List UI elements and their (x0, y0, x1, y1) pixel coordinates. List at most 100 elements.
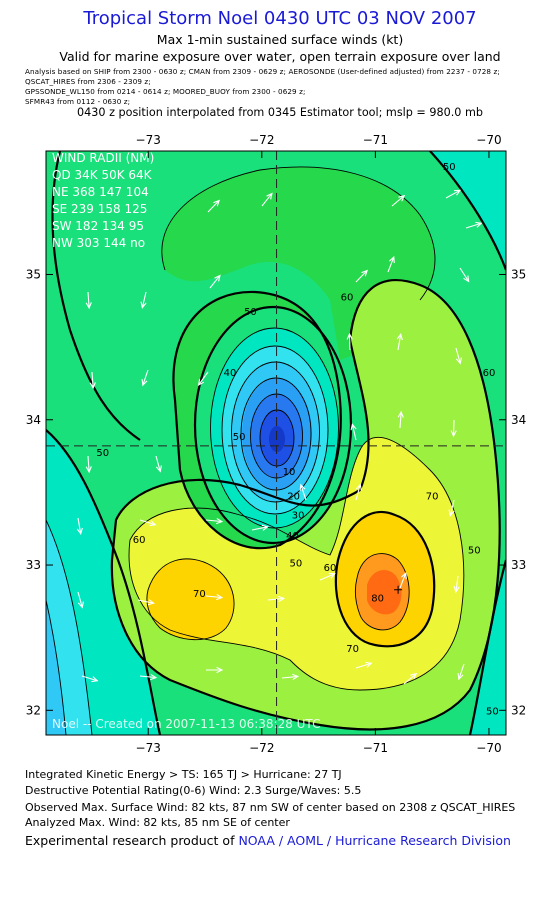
analyzed-max-wind-text: Analyzed Max. Wind: 82 kts, 85 nm SE of … (25, 816, 290, 829)
wind-vector-arrow (387, 255, 395, 273)
wind-vector-arrow (448, 499, 455, 517)
contour-label: 50 (233, 432, 246, 443)
wind-vector-arrow (403, 672, 418, 685)
position-note: 0430 z position interpolated from 0345 E… (77, 106, 483, 119)
wind-vector-arrow (350, 423, 357, 441)
y-tick-label-right: 32 (511, 703, 526, 717)
wind-vector-arrow (453, 575, 460, 594)
wind-vector-arrow (391, 194, 406, 207)
wind-vector-arrow (355, 269, 369, 283)
contour-label: 80 (371, 593, 384, 604)
source-line: GPSSONDE_WL150 from 0214 - 0614 z; MOORE… (25, 87, 306, 96)
contour-line (46, 429, 162, 735)
contour-line (46, 599, 67, 735)
product-org-link[interactable]: NOAA / AOML / Hurricane Research Divisio… (238, 833, 511, 848)
wind-vector-arrow (450, 419, 457, 438)
wind-vector-arrow (77, 591, 84, 609)
wind-vector-arrow (207, 199, 221, 213)
contour-label: 50 (468, 545, 481, 556)
contour-label: 40 (286, 531, 299, 542)
x-tick-label-bottom: −72 (249, 741, 274, 755)
x-tick-label-top: −73 (136, 133, 161, 147)
plot-frame (45, 150, 507, 736)
y-tick-label-left: 35 (26, 267, 41, 281)
creation-timestamp: Noel -- Created on 2007-11-13 06:38:28 U… (52, 717, 320, 731)
contour-label: 50 (443, 162, 456, 173)
x-tick-label-bottom: −73 (136, 741, 161, 755)
wind-vector-arrow (399, 571, 407, 589)
x-tick-label-bottom: −71 (363, 741, 388, 755)
product-prefix: Experimental research product of (25, 833, 239, 848)
wind-radii-row: SE 239 158 125 (52, 202, 147, 216)
wind-radii-title: WIND RADII (NM) (52, 151, 154, 165)
contour-line (161, 166, 436, 301)
contour-label: 60 (133, 535, 146, 546)
wind-vector-arrow (139, 673, 158, 681)
y-tick-label-right: 33 (511, 558, 526, 572)
contour-label: 50 (290, 558, 303, 569)
wind-vector-arrow (85, 455, 92, 474)
wind-vector-arrow (457, 663, 465, 681)
wind-band-85 (367, 569, 402, 615)
observed-max-wind-text: Observed Max. Surface Wind: 82 kts, 87 n… (25, 801, 516, 814)
contour-label: 60 (324, 563, 337, 574)
wind-band-75 (146, 558, 235, 640)
contour-line (334, 510, 436, 648)
y-tick-label-right: 34 (511, 413, 526, 427)
wind-vector-arrow (355, 483, 362, 501)
wind-vector-arrow (205, 593, 224, 601)
contour-line (46, 519, 93, 735)
contour-line (172, 290, 342, 550)
y-tick-label-right: 35 (511, 267, 526, 281)
x-tick-label-top: −70 (476, 133, 501, 147)
wind-vector-arrow (81, 675, 99, 683)
wind-vector-arrow (251, 524, 269, 531)
source-line: Analysis based on SHIP from 2300 - 0630 … (25, 67, 500, 76)
x-tick-label-top: −72 (249, 133, 274, 147)
chart-title: Tropical Storm Noel 0430 UTC 03 NOV 2007 (83, 8, 477, 29)
contour-label: 70 (193, 589, 206, 600)
contour-label: 70 (346, 644, 359, 655)
max-wind-marker (394, 585, 403, 594)
contour-line (221, 345, 329, 515)
wind-vector-arrow (465, 221, 483, 229)
wind-vector-arrow (396, 332, 403, 351)
wind-vector-arrow (206, 666, 224, 674)
y-tick-label-left: 32 (26, 703, 41, 717)
ike-text: Integrated Kinetic Energy > TS: 165 TJ >… (25, 768, 342, 781)
wind-vector-arrow (140, 291, 147, 309)
contour-line (193, 305, 353, 545)
contour-line (429, 151, 506, 271)
wind-vector-arrow (299, 483, 307, 501)
wind-field: 10 20 30 40 40 50 50 50 60 60 60 60 50 50 50 50 70 70 70 80… (46, 151, 506, 735)
contour-line (468, 559, 506, 735)
wind-vector-arrow (197, 371, 209, 386)
y-tick-label-left: 34 (26, 413, 41, 427)
wind-vector-arrow (445, 189, 462, 199)
chart-subtitle: Max 1-min sustained surface winds (kt) (156, 32, 404, 47)
wind-vector-arrow (459, 267, 470, 283)
wind-vector-arrow (319, 572, 336, 581)
wind-radii-row: SW 182 134 95 (52, 219, 144, 233)
wind-vector-arrow (137, 599, 155, 606)
contour-label: 30 (292, 511, 305, 522)
product-credit: Experimental research product of NOAA / … (25, 833, 511, 848)
wind-vector-arrow (76, 517, 83, 536)
x-tick-label-bottom: −70 (476, 741, 501, 755)
contour-line (51, 151, 141, 441)
contour-label: 10 (283, 467, 296, 478)
contour-line (146, 558, 235, 641)
contour-line (110, 279, 501, 731)
wind-vector-arrow (281, 673, 300, 681)
wind-vector-arrow (455, 347, 462, 365)
dpr-text: Destructive Potential Rating(0-6) Wind: … (25, 784, 362, 797)
contour-label: 70 (426, 492, 439, 503)
contour-line (240, 377, 312, 491)
wind-radii-header: QD 34K 50K 64K (52, 168, 153, 182)
wind-vector-arrow (89, 371, 96, 390)
contour-label: 50 (96, 448, 109, 459)
x-tick-label-top: −71 (363, 133, 388, 147)
wind-vector-arrow (209, 274, 221, 289)
wind-vector-arrow (85, 291, 92, 310)
